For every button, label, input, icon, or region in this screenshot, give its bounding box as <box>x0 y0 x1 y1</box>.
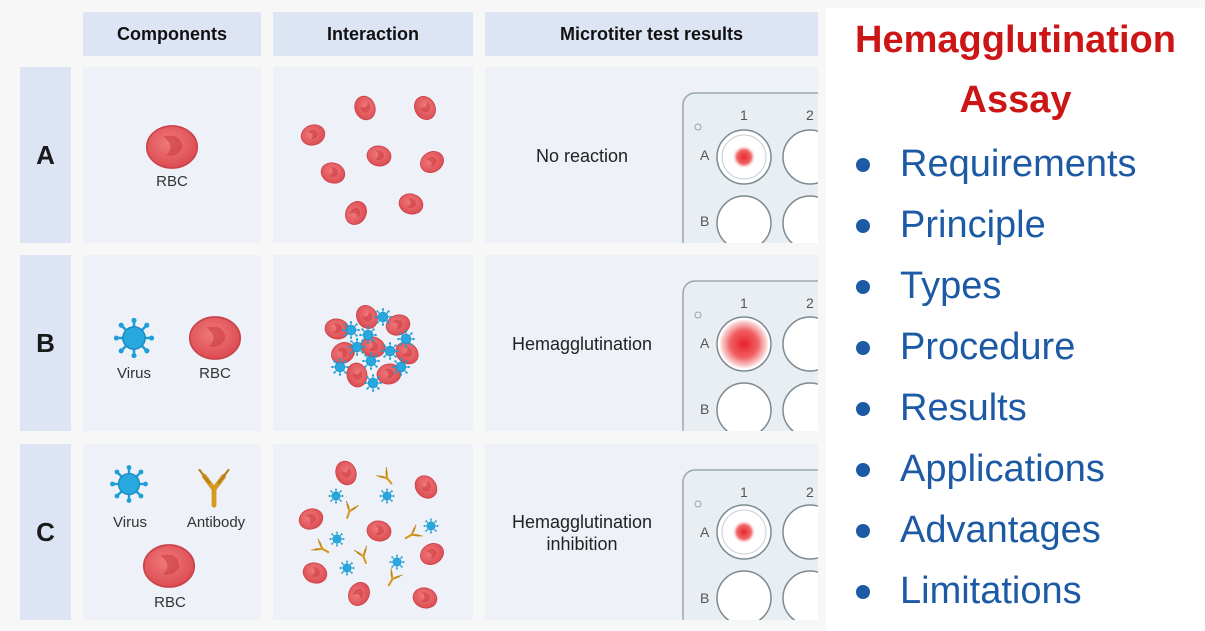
header-interaction: Interaction <box>273 12 473 56</box>
plate-col-label-1: 1 <box>740 295 748 311</box>
microtiter-plate-c <box>682 469 818 620</box>
topic-label: Results <box>900 387 1027 429</box>
plate-col-label-2: 2 <box>806 295 814 311</box>
result-text-c: Hemagglutination inhibition <box>511 512 653 554</box>
plate-row-label-b: B <box>700 590 710 606</box>
antibody-label: Antibody <box>186 514 246 531</box>
rbc-label: RBC <box>156 173 188 190</box>
row-b-components-cell: Virus RBC <box>83 255 261 431</box>
plate-col-label-2: 2 <box>806 107 814 123</box>
plate-col-label-1: 1 <box>740 107 748 123</box>
topic-label: Advantages <box>900 509 1101 551</box>
row-c-interaction-cell <box>273 444 473 620</box>
virus-label: Virus <box>117 365 151 382</box>
agglutinated-cluster-icon <box>322 301 424 393</box>
rbc-icon <box>188 315 242 361</box>
row-c-results-cell: Hemagglutination inhibition 1 2 A B <box>485 444 818 620</box>
row-c-components-cell: Virus Antibody RBC <box>83 444 261 620</box>
bullet-icon <box>856 341 870 355</box>
rbc-button-dot <box>732 145 756 169</box>
topic-item: Applications <box>826 439 1205 500</box>
topic-label: Requirements <box>900 143 1137 185</box>
result-text-b: Hemagglutination <box>511 334 653 354</box>
inhibition-mixture-icon <box>295 457 448 612</box>
plate-row-label-a: A <box>700 147 710 163</box>
bullet-icon <box>856 463 870 477</box>
topic-item: Results <box>826 378 1205 439</box>
topic-item: Types <box>826 256 1205 317</box>
bullet-icon <box>856 524 870 538</box>
page-title-line1: Hemagglutination <box>855 19 1176 61</box>
row-b-interaction-cell <box>273 255 473 431</box>
rbc-label: RBC <box>154 594 186 611</box>
plate-row-label-b: B <box>700 213 710 229</box>
row-label-c: C <box>20 444 71 620</box>
bullet-icon <box>856 158 870 172</box>
topic-item: Principle <box>826 195 1205 256</box>
bullet-icon <box>856 585 870 599</box>
bullet-icon <box>856 402 870 416</box>
plate-row-label-a: A <box>700 335 710 351</box>
topic-label: Procedure <box>900 326 1076 368</box>
topic-item: Procedure <box>826 317 1205 378</box>
topic-label: Applications <box>900 448 1105 490</box>
bullet-icon <box>856 219 870 233</box>
row-label-a: A <box>20 67 71 243</box>
row-b-results-cell: Hemagglutination 1 2 A B <box>485 255 818 431</box>
topic-item: Requirements <box>826 134 1205 195</box>
row-a-results-cell: No reaction 1 2 A B <box>485 67 818 243</box>
rbc-label: RBC <box>199 365 231 382</box>
plate-row-label-a: A <box>700 524 710 540</box>
topic-item: Limitations <box>826 561 1205 622</box>
row-label-b: B <box>20 255 71 431</box>
scattered-rbc-icon <box>297 92 448 229</box>
virus-label: Virus <box>113 514 147 531</box>
topic-label: Principle <box>900 204 1046 246</box>
row-a-components-cell: RBC <box>83 67 261 243</box>
topic-label: Limitations <box>900 570 1082 612</box>
result-text-a: No reaction <box>535 146 629 166</box>
plate-row-label-b: B <box>700 401 710 417</box>
plate-col-label-2: 2 <box>806 484 814 500</box>
rbc-button-dot <box>732 520 756 544</box>
header-results: Microtiter test results <box>485 12 818 56</box>
topic-panel: Hemagglutination Assay Requirements Prin… <box>826 8 1205 631</box>
rbc-icon <box>145 124 199 170</box>
page-title-line2: Assay <box>959 79 1072 121</box>
topic-list: Requirements Principle Types Procedure R… <box>826 134 1205 622</box>
bullet-icon <box>856 280 870 294</box>
rbc-diffuse-mat <box>719 319 769 369</box>
row-a-interaction-cell <box>273 67 473 243</box>
topic-item: Advantages <box>826 500 1205 561</box>
header-components: Components <box>83 12 261 56</box>
topic-label: Types <box>900 265 1002 307</box>
microtiter-plate-b <box>682 280 818 431</box>
microtiter-plate-a <box>682 92 818 243</box>
plate-col-label-1: 1 <box>740 484 748 500</box>
